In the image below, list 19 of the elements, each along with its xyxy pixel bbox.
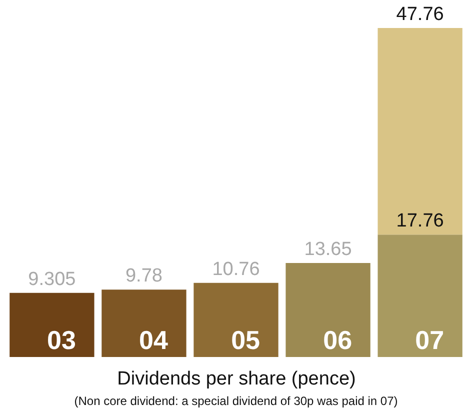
x-axis-title: Dividends per share (pence) — [117, 368, 356, 390]
x-tick-label: 05 — [231, 325, 260, 355]
data-label: 13.65 — [304, 238, 352, 260]
text: (Non core dividend: a special dividend of 30p was paid in 07) — [74, 394, 398, 408]
data-label: 9.305 — [28, 268, 76, 290]
bar — [286, 262, 370, 357]
bar — [378, 234, 462, 357]
data-label: 17.76 — [396, 210, 444, 232]
data-label: 10.76 — [212, 258, 260, 280]
x-tick-label: 07 — [415, 325, 444, 355]
x-tick-label: 06 — [323, 325, 352, 355]
x-tick-label: 03 — [47, 325, 76, 355]
bar — [378, 28, 462, 235]
bar — [194, 282, 278, 357]
total-label: 47.76 — [396, 4, 444, 25]
data-label: 9.78 — [125, 266, 162, 287]
bar — [10, 292, 94, 357]
bar — [102, 290, 186, 357]
x-tick-label: 04 — [139, 325, 169, 355]
